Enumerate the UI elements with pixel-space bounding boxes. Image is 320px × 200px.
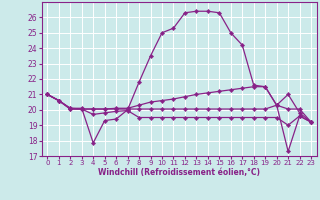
X-axis label: Windchill (Refroidissement éolien,°C): Windchill (Refroidissement éolien,°C) bbox=[98, 168, 260, 177]
